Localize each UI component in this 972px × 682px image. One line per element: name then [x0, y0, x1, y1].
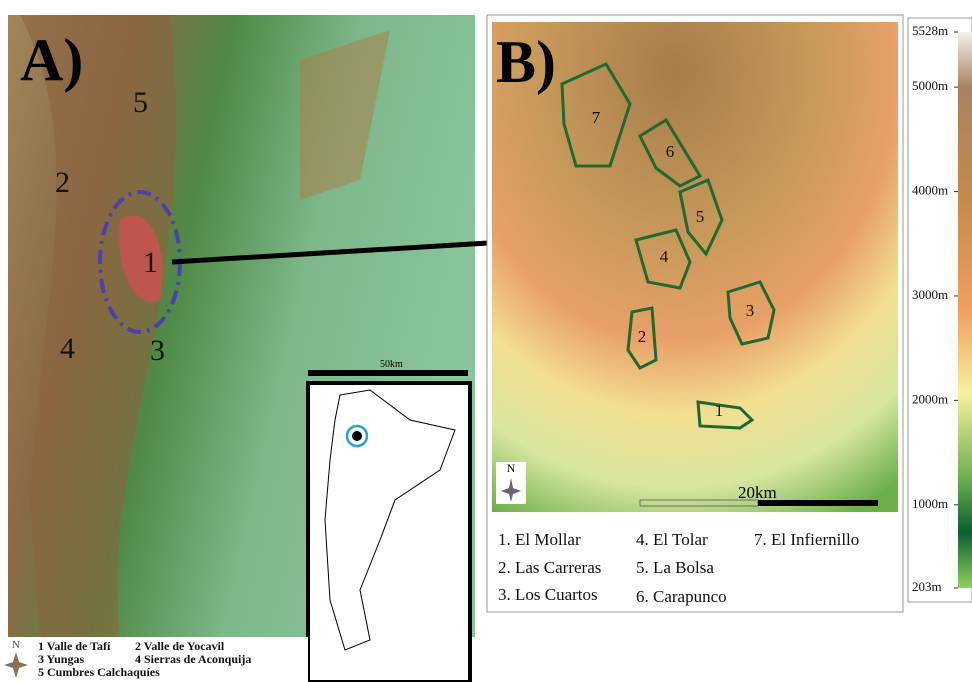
- legend-item: 6. Carapunco: [636, 587, 727, 606]
- valley: [119, 215, 163, 302]
- region-label: 5: [133, 86, 148, 119]
- legend-item: 5. La Bolsa: [636, 558, 714, 577]
- colorbar-tick-label: 5000m: [912, 78, 948, 93]
- region-label: 3: [150, 334, 165, 367]
- colorbar-tick-label: 4000m: [912, 183, 948, 198]
- panel-a: A) 1 2 3 4 5 50km N 1 Valle de Tafí 2 Va…: [4, 15, 530, 682]
- panel-label: A): [20, 27, 83, 93]
- study-area: [352, 431, 362, 441]
- legend-a: [8, 637, 308, 682]
- argentina-outline: [324, 389, 456, 651]
- inset-marker: [345, 424, 369, 448]
- sites: [560, 62, 776, 430]
- colorbar-tick-label: 203m: [912, 579, 942, 594]
- legend-item: 3 Yungas: [38, 652, 84, 666]
- site-label: 7: [592, 108, 601, 127]
- site-outline: [634, 228, 692, 290]
- scale-label: 20km: [738, 483, 777, 502]
- site-label: 3: [746, 301, 755, 320]
- site-label: 6: [666, 142, 675, 161]
- north-label: N: [507, 461, 516, 475]
- site-outline: [678, 177, 724, 257]
- scale-label: 50km: [380, 359, 403, 370]
- colorbar-tick-label: 3000m: [912, 287, 948, 302]
- region-label: 4: [60, 332, 75, 365]
- legend-item: 4. El Tolar: [636, 530, 708, 549]
- scale-bar: [308, 370, 468, 376]
- elevation-scale: 5528m 5000m 4000m 3000m 2000m 1000m 203m: [907, 17, 972, 603]
- site-label: 1: [715, 401, 724, 420]
- legend-item: 4 Sierras de Aconquija: [135, 652, 251, 666]
- colorbar-tick-label: 5528m: [912, 23, 948, 38]
- panel-b: B) 1 2 3 4 5 6 7 N 20km 1. El Mollar 2. …: [486, 14, 904, 613]
- scale-bar: [758, 500, 878, 506]
- compass: [4, 652, 28, 678]
- legend-item: 2 Valle de Yocavil: [135, 639, 225, 653]
- legend-item: 3. Los Cuartos: [498, 585, 598, 604]
- legend-item: 1. El Mollar: [498, 530, 581, 549]
- north-label: N: [12, 639, 20, 651]
- arrow: [171, 239, 506, 265]
- site-outline: [696, 400, 755, 430]
- legend-item: 7. El Infiernillo: [754, 530, 859, 549]
- panel-label: B): [496, 29, 556, 95]
- colorbar: [958, 32, 972, 588]
- site-outline: [726, 280, 776, 346]
- region-label: 2: [55, 166, 70, 199]
- site-label: 2: [638, 327, 647, 346]
- colorbar-tick-label: 1000m: [912, 496, 948, 511]
- legend-item: 1 Valle de Tafí: [38, 639, 111, 653]
- region-label: 1: [143, 246, 158, 279]
- legend-item: 5 Cumbres Calchaquíes: [38, 665, 160, 679]
- site-label: 5: [696, 207, 705, 226]
- site-outline: [560, 62, 632, 168]
- site-outline: [638, 117, 703, 188]
- site-label: 4: [660, 247, 669, 266]
- legend-item: 2. Las Carreras: [498, 558, 601, 577]
- compass: [501, 478, 521, 502]
- relief: [300, 30, 390, 200]
- map-b: [492, 22, 898, 512]
- site-outline: [626, 306, 658, 370]
- relief: [20, 15, 176, 637]
- colorbar-tick-label: 2000m: [912, 391, 948, 406]
